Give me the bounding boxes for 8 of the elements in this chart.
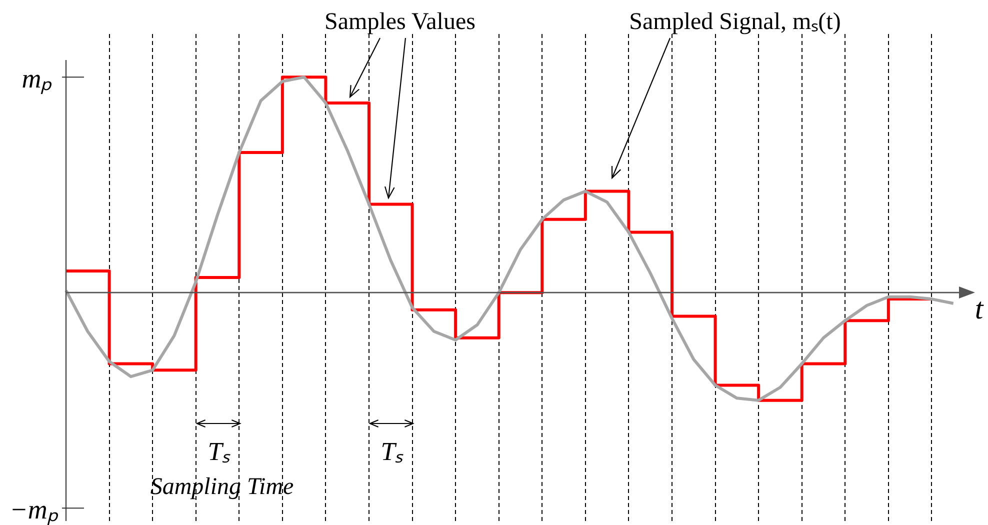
text: Samples Values xyxy=(324,9,476,35)
x-axis-title: t xyxy=(974,292,984,326)
text: Tₛ xyxy=(208,437,230,466)
text: Sampled Signal, mₛ(t) xyxy=(629,9,841,35)
text: −mₚ xyxy=(10,494,58,524)
text: Tₛ xyxy=(380,437,404,466)
text: Sampling Time xyxy=(150,474,294,500)
text: mₚ xyxy=(22,64,52,94)
